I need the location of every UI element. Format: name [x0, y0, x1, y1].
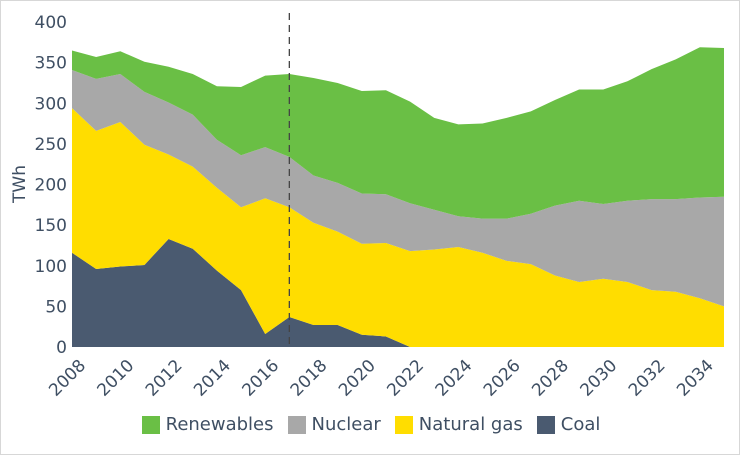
- x-tick-label: 2032: [625, 356, 670, 401]
- y-tick-label: 300: [35, 94, 67, 114]
- legend-label: Renewables: [165, 414, 274, 435]
- y-tick-label: 100: [35, 257, 67, 277]
- y-tick-label: 0: [56, 338, 67, 358]
- y-tick-label: 350: [35, 54, 67, 74]
- x-tick-label: 2018: [287, 356, 332, 401]
- legend-item-natural-gas: Natural gas: [394, 414, 523, 435]
- area-renewables: [72, 47, 724, 219]
- x-tick-label: 2016: [238, 356, 283, 401]
- legend-label: Nuclear: [311, 414, 381, 435]
- y-tick-label: 150: [35, 216, 67, 236]
- legend-item-renewables: Renewables: [141, 414, 274, 435]
- legend-label: Natural gas: [418, 414, 523, 435]
- legend-swatch: [141, 415, 160, 434]
- x-tick-label: 2024: [432, 356, 477, 401]
- legend-label: Coal: [560, 414, 601, 435]
- area-natural-gas: [72, 108, 724, 347]
- legend-item-coal: Coal: [536, 414, 601, 435]
- legend-item-nuclear: Nuclear: [287, 414, 381, 435]
- area-coal: [72, 238, 724, 347]
- y-tick-label: 400: [35, 13, 67, 33]
- legend-swatch: [394, 415, 413, 434]
- x-tick-label: 2008: [45, 356, 90, 401]
- legend-swatch: [287, 415, 306, 434]
- y-tick-label: 50: [45, 297, 67, 317]
- y-tick-label: 250: [35, 135, 67, 155]
- x-axis-ticks: 2008 2010 2012 2014 2016 2018 2020 2022 2024 2026…: [45, 356, 718, 401]
- x-tick-label: 2034: [673, 356, 718, 401]
- x-tick-label: 2014: [190, 356, 235, 401]
- y-axis-label: TWh: [10, 165, 30, 204]
- legend-swatch: [536, 415, 555, 434]
- x-tick-label: 2026: [480, 356, 525, 401]
- area-layers: [72, 47, 724, 347]
- x-tick-label: 2010: [94, 356, 139, 401]
- x-tick-label: 2020: [335, 356, 380, 401]
- x-tick-label: 2012: [142, 356, 187, 401]
- y-axis-ticks: 0 50 100 150 200 250 300 350 400: [35, 13, 67, 358]
- area-nuclear: [72, 69, 724, 307]
- legend: Renewables Nuclear Natural gas Coal: [1, 414, 740, 435]
- y-tick-label: 200: [35, 176, 67, 196]
- x-tick-label: 2022: [383, 356, 428, 401]
- x-tick-label: 2030: [577, 356, 622, 401]
- x-tick-label: 2028: [528, 356, 573, 401]
